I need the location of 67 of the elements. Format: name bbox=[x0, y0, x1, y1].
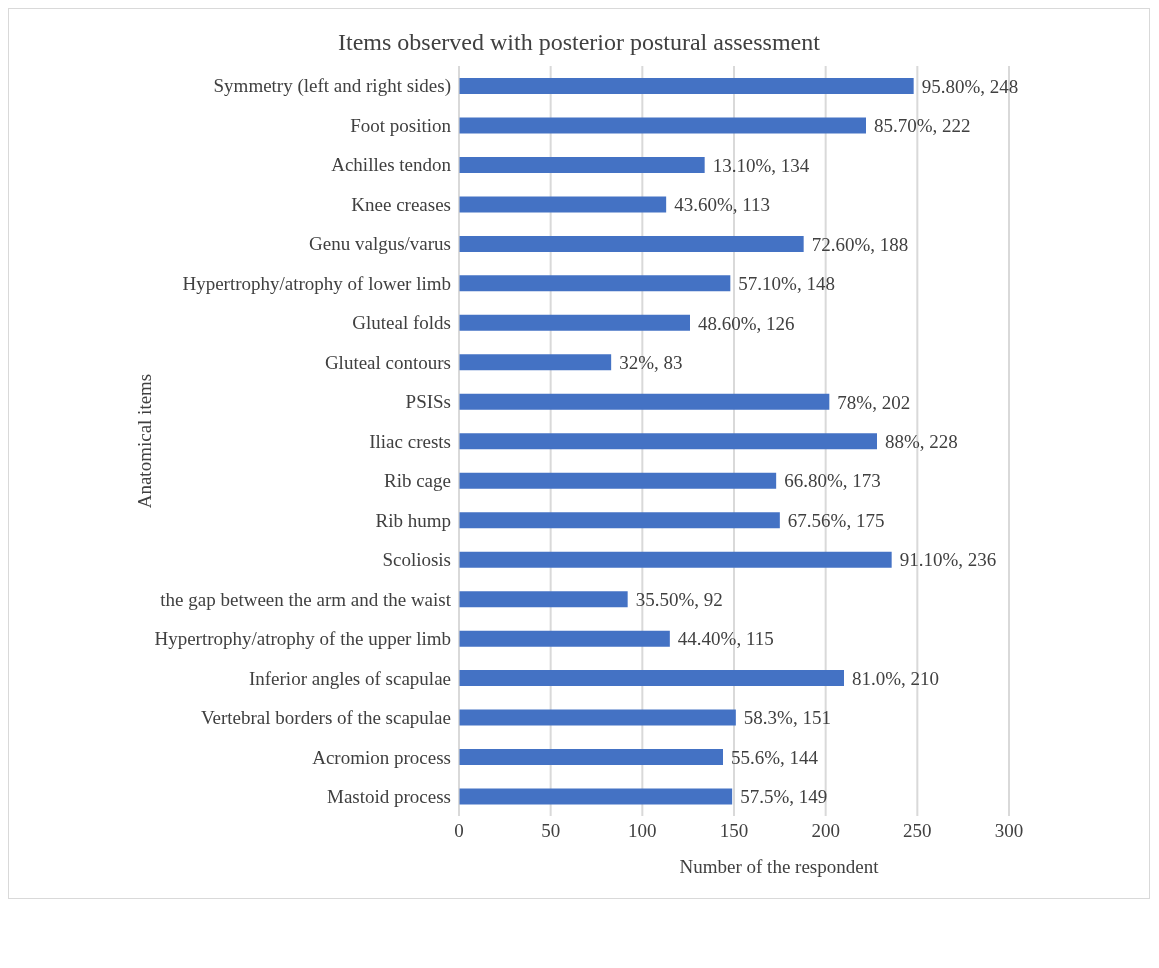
data-label: 43.60%, 113 bbox=[674, 194, 771, 216]
x-axis-title: Number of the respondent bbox=[678, 856, 880, 879]
data-label: 81.0%, 210 bbox=[852, 667, 940, 689]
bar bbox=[459, 630, 670, 647]
bar bbox=[459, 314, 690, 331]
x-tick-label: 300 bbox=[994, 820, 1024, 842]
bar bbox=[459, 275, 731, 292]
y-tick-label: Genu valgus/varus bbox=[309, 233, 451, 255]
chart-title: Items observed with posterior postural assessment bbox=[337, 28, 821, 57]
data-label: 44.40%, 115 bbox=[677, 628, 774, 650]
bar bbox=[459, 551, 892, 568]
x-tick-label: 150 bbox=[719, 820, 749, 842]
y-tick-label: Mastoid process bbox=[326, 786, 451, 808]
bar bbox=[459, 235, 804, 252]
y-tick-label: Acromion process bbox=[312, 746, 451, 768]
bar bbox=[459, 472, 777, 489]
bar bbox=[459, 591, 628, 608]
bar bbox=[459, 196, 667, 213]
data-label: 32%, 83 bbox=[619, 352, 683, 374]
data-label: 72.60%, 188 bbox=[811, 233, 909, 255]
data-label: 58.3%, 151 bbox=[743, 707, 831, 729]
y-tick-label: Symmetry (left and right sides) bbox=[213, 75, 451, 98]
y-tick-label: Hypertrophy/atrophy of the upper limb bbox=[154, 628, 451, 650]
y-tick-label: Scoliosis bbox=[382, 549, 451, 571]
x-tick-label: 200 bbox=[811, 820, 840, 842]
bar bbox=[459, 709, 736, 726]
y-tick-label: Achilles tendon bbox=[331, 154, 452, 176]
x-tick-label: 0 bbox=[454, 820, 464, 842]
data-label: 91.10%, 236 bbox=[899, 549, 997, 571]
data-label: 55.6%, 144 bbox=[731, 746, 819, 768]
bar bbox=[459, 749, 723, 766]
data-label: 88%, 228 bbox=[885, 431, 958, 453]
x-tick-label: 100 bbox=[628, 820, 657, 842]
y-tick-label: Iliac crests bbox=[369, 430, 451, 452]
data-label: 78%, 202 bbox=[837, 391, 911, 413]
bar bbox=[459, 78, 914, 94]
y-axis-title: Anatomical items bbox=[133, 373, 155, 509]
y-tick-label: Inferior angles of scapulae bbox=[248, 667, 451, 689]
data-label: 95.80%, 248 bbox=[921, 75, 1019, 97]
data-label: 57.10%, 148 bbox=[738, 273, 835, 295]
data-label: 57.5%, 149 bbox=[740, 786, 828, 808]
x-tick-label: 50 bbox=[541, 820, 561, 842]
y-tick-label: Gluteal contours bbox=[324, 351, 451, 373]
y-tick-label: PSISs bbox=[405, 391, 451, 413]
data-label: 48.60%, 126 bbox=[698, 312, 795, 334]
bar bbox=[459, 156, 705, 173]
y-tick-label: Knee creases bbox=[351, 193, 451, 215]
data-label: 67.56%, 175 bbox=[787, 509, 885, 531]
bar bbox=[459, 433, 877, 450]
y-tick-label: Rib cage bbox=[383, 470, 451, 492]
y-tick-label: Hypertrophy/atrophy of lower limb bbox=[182, 272, 451, 294]
data-label: 85.70%, 222 bbox=[874, 115, 971, 137]
y-tick-label: the gap between the arm and the waist bbox=[160, 588, 452, 610]
data-label: 35.50%, 92 bbox=[635, 588, 723, 610]
data-label: 66.80%, 173 bbox=[784, 470, 881, 492]
data-label: 13.10%, 134 bbox=[712, 154, 810, 176]
y-tick-label: Vertebral borders of the scapulae bbox=[200, 707, 451, 729]
bar bbox=[459, 393, 830, 410]
bar bbox=[459, 354, 612, 371]
bar bbox=[459, 512, 780, 529]
bar bbox=[459, 670, 844, 687]
bar bbox=[459, 788, 733, 805]
x-tick-label: 250 bbox=[903, 820, 932, 842]
y-tick-label: Rib hump bbox=[375, 509, 451, 531]
bar bbox=[459, 117, 866, 134]
y-tick-label: Gluteal folds bbox=[352, 312, 451, 334]
y-tick-label: Foot position bbox=[350, 114, 452, 136]
